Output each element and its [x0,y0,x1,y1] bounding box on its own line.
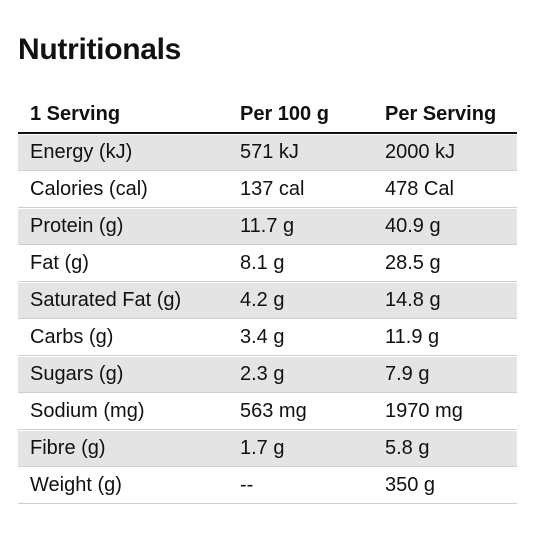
header-per-100g: Per 100 g [240,102,329,125]
row-label: Sodium (mg) [30,400,145,422]
row-per-100g: 571 kJ [240,141,299,163]
row-label: Saturated Fat (g) [30,289,182,311]
table-row: Sugars (g) 2.3 g 7.9 g [18,357,517,393]
row-label: Fibre (g) [30,437,106,459]
row-per-serving: 5.8 g [385,437,430,459]
row-per-100g: 2.3 g [240,363,285,385]
table-row: Weight (g) -- 350 g [18,468,517,504]
table-row: Carbs (g) 3.4 g 11.9 g [18,320,517,356]
row-label: Fat (g) [30,252,89,274]
row-per-serving: 1970 mg [385,400,463,422]
row-per-serving: 7.9 g [385,363,430,385]
header-per-serving: Per Serving [385,102,497,125]
row-label: Sugars (g) [30,363,124,385]
table-row: Fat (g) 8.1 g 28.5 g [18,246,517,282]
row-label: Calories (cal) [30,178,148,200]
table-row: Sodium (mg) 563 mg 1970 mg [18,394,517,430]
row-per-serving: 40.9 g [385,215,441,237]
table-header: 1 Serving Per 100 g Per Serving [18,96,517,134]
row-label: Weight (g) [30,474,122,496]
row-label: Carbs (g) [30,326,114,348]
table-row: Fibre (g) 1.7 g 5.8 g [18,431,517,467]
row-per-100g: 563 mg [240,400,307,422]
row-per-serving: 2000 kJ [385,141,456,163]
row-per-100g: 4.2 g [240,289,285,311]
nutrition-table: 1 Serving Per 100 g Per Serving Energy (… [18,96,517,504]
row-per-serving: 478 Cal [385,178,454,200]
row-per-100g: 11.7 g [240,215,295,237]
row-per-serving: 14.8 g [385,289,441,311]
table-row: Calories (cal) 137 cal 478 Cal [18,172,517,208]
page-title: Nutritionals [18,33,182,66]
row-per-100g: 8.1 g [240,252,285,274]
row-per-serving: 350 g [385,474,436,496]
row-label: Energy (kJ) [30,141,133,163]
table-row: Protein (g) 11.7 g 40.9 g [18,209,517,245]
row-per-100g: -- [240,474,254,496]
row-per-100g: 1.7 g [240,437,285,459]
row-label: Protein (g) [30,215,124,237]
header-serving: 1 Serving [30,102,121,125]
table-row: Energy (kJ) 571 kJ 2000 kJ [18,135,517,171]
row-per-serving: 11.9 g [385,326,440,348]
row-per-100g: 137 cal [240,178,305,200]
row-per-100g: 3.4 g [240,326,285,348]
row-per-serving: 28.5 g [385,252,441,274]
table-row: Saturated Fat (g) 4.2 g 14.8 g [18,283,517,319]
